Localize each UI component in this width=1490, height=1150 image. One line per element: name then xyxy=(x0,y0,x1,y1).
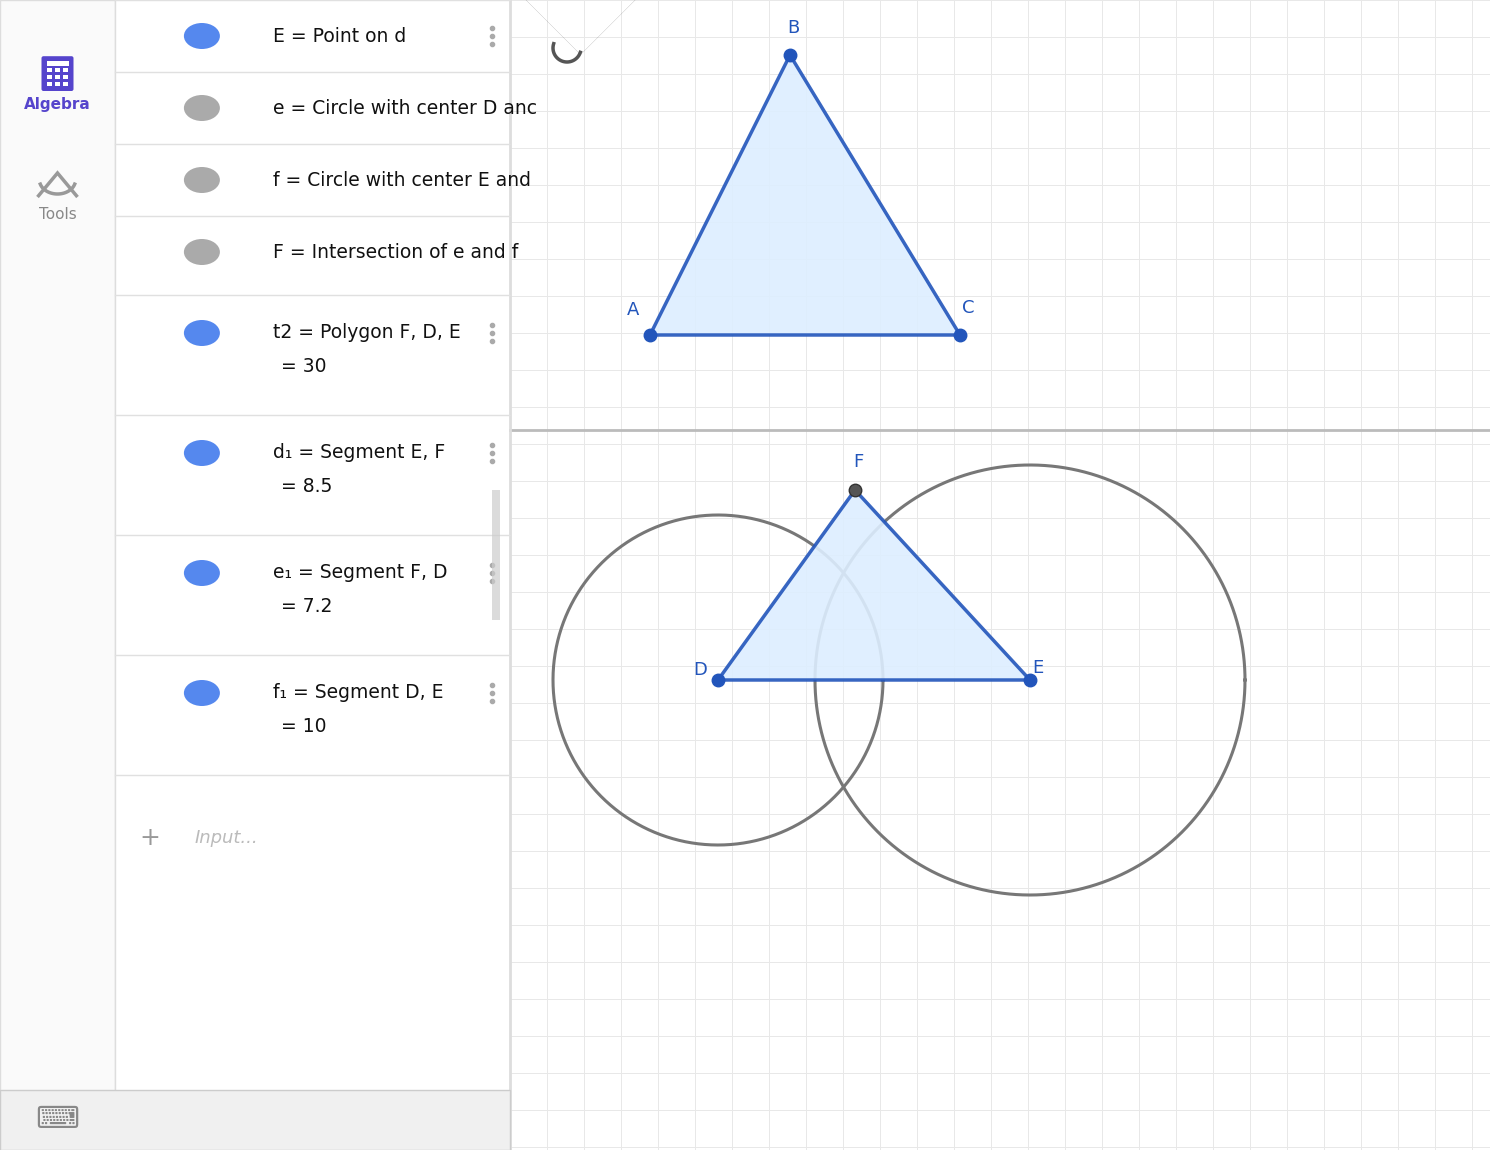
Text: d₁ = Segment E, F: d₁ = Segment E, F xyxy=(273,444,446,462)
Bar xyxy=(63,82,67,86)
Bar xyxy=(63,68,67,72)
Polygon shape xyxy=(650,55,960,335)
Text: e = Circle with center D anc: e = Circle with center D anc xyxy=(273,99,536,117)
Text: F = Intersection of e and f: F = Intersection of e and f xyxy=(273,243,519,261)
Bar xyxy=(46,61,69,67)
Bar xyxy=(115,0,510,1150)
Ellipse shape xyxy=(183,560,221,586)
Ellipse shape xyxy=(183,23,221,49)
Bar xyxy=(55,75,60,79)
Text: +: + xyxy=(140,826,161,850)
Text: A: A xyxy=(627,301,639,319)
Text: E: E xyxy=(1033,659,1043,677)
Text: F: F xyxy=(852,453,863,472)
Ellipse shape xyxy=(183,95,221,121)
Text: t2 = Polygon F, D, E: t2 = Polygon F, D, E xyxy=(273,323,460,343)
Bar xyxy=(46,75,52,79)
Text: f = Circle with center E and: f = Circle with center E and xyxy=(273,170,530,190)
Bar xyxy=(46,82,52,86)
Ellipse shape xyxy=(183,239,221,264)
FancyBboxPatch shape xyxy=(42,56,73,91)
Text: = 10: = 10 xyxy=(282,718,326,736)
Text: f₁ = Segment D, E: f₁ = Segment D, E xyxy=(273,683,444,703)
Bar xyxy=(46,68,52,72)
Text: B: B xyxy=(787,20,799,37)
Text: E = Point on d: E = Point on d xyxy=(273,26,407,46)
Ellipse shape xyxy=(183,440,221,466)
Bar xyxy=(55,68,60,72)
Text: D: D xyxy=(693,661,706,678)
Text: C: C xyxy=(961,299,974,317)
Bar xyxy=(55,82,60,86)
Text: e₁ = Segment F, D: e₁ = Segment F, D xyxy=(273,564,447,583)
Text: ⌨: ⌨ xyxy=(36,1105,79,1135)
Text: = 8.5: = 8.5 xyxy=(282,477,332,497)
Text: Tools: Tools xyxy=(39,207,76,222)
Bar xyxy=(0,1090,510,1150)
Text: Algebra: Algebra xyxy=(24,97,91,112)
Bar xyxy=(63,75,67,79)
Text: = 30: = 30 xyxy=(282,358,326,376)
Text: = 7.2: = 7.2 xyxy=(282,598,332,616)
Bar xyxy=(0,0,115,1150)
Bar xyxy=(510,0,1490,1150)
Bar xyxy=(492,490,501,620)
Ellipse shape xyxy=(183,320,221,346)
Polygon shape xyxy=(718,490,1030,680)
Text: Input...: Input... xyxy=(195,829,259,848)
Ellipse shape xyxy=(183,680,221,706)
Ellipse shape xyxy=(183,167,221,193)
